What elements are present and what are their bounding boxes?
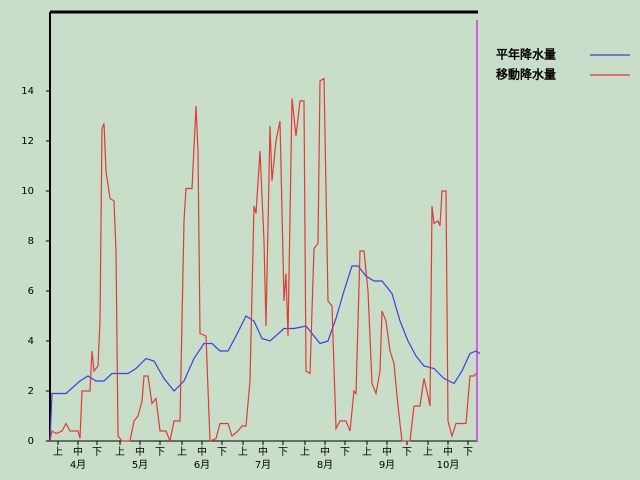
y-tick-label: 12	[21, 136, 34, 147]
y-tick-label: 6	[28, 286, 34, 297]
x-tick-label: 中	[258, 445, 268, 458]
x-tick-label: 下	[155, 447, 165, 458]
x-tick-label: 中	[320, 445, 330, 458]
x-tick-label: 下	[92, 447, 102, 458]
month-label: 5月	[132, 459, 148, 471]
x-tick-label: 上	[177, 446, 187, 458]
x-tick-label: 上	[238, 446, 248, 458]
x-tick-label: 中	[382, 445, 392, 458]
legend-label: 平年降水量	[496, 47, 556, 62]
month-label: 6月	[194, 459, 210, 471]
x-tick-label: 上	[115, 446, 125, 458]
x-tick-label: 下	[463, 447, 473, 458]
month-label: 8月	[317, 459, 333, 471]
x-tick-label: 中	[443, 445, 453, 458]
series-line	[49, 77, 477, 444]
y-tick-label: 14	[21, 86, 34, 97]
y-tick-label: 2	[28, 386, 34, 397]
x-tick-label: 中	[135, 445, 145, 458]
x-tick-label: 中	[73, 445, 83, 458]
month-label: 10月	[437, 459, 460, 471]
x-tick-label: 下	[402, 447, 412, 458]
x-tick-label: 下	[340, 447, 350, 458]
x-tick-label: 中	[197, 445, 207, 458]
series-line	[49, 265, 481, 442]
legend-label: 移動降水量	[496, 67, 556, 82]
x-tick-label: 下	[278, 447, 288, 458]
y-tick-label: 4	[28, 336, 34, 347]
y-tick-label: 10	[21, 186, 34, 197]
x-tick-label: 上	[423, 446, 433, 458]
y-tick-label: 8	[28, 236, 34, 247]
month-label: 7月	[255, 459, 271, 471]
x-tick-label: 下	[217, 447, 227, 458]
x-tick-label: 上	[53, 446, 63, 458]
month-label: 4月	[70, 459, 86, 471]
month-label: 9月	[379, 459, 395, 471]
x-tick-label: 上	[362, 446, 372, 458]
x-tick-label: 上	[300, 446, 310, 458]
y-tick-label: 0	[28, 436, 34, 447]
